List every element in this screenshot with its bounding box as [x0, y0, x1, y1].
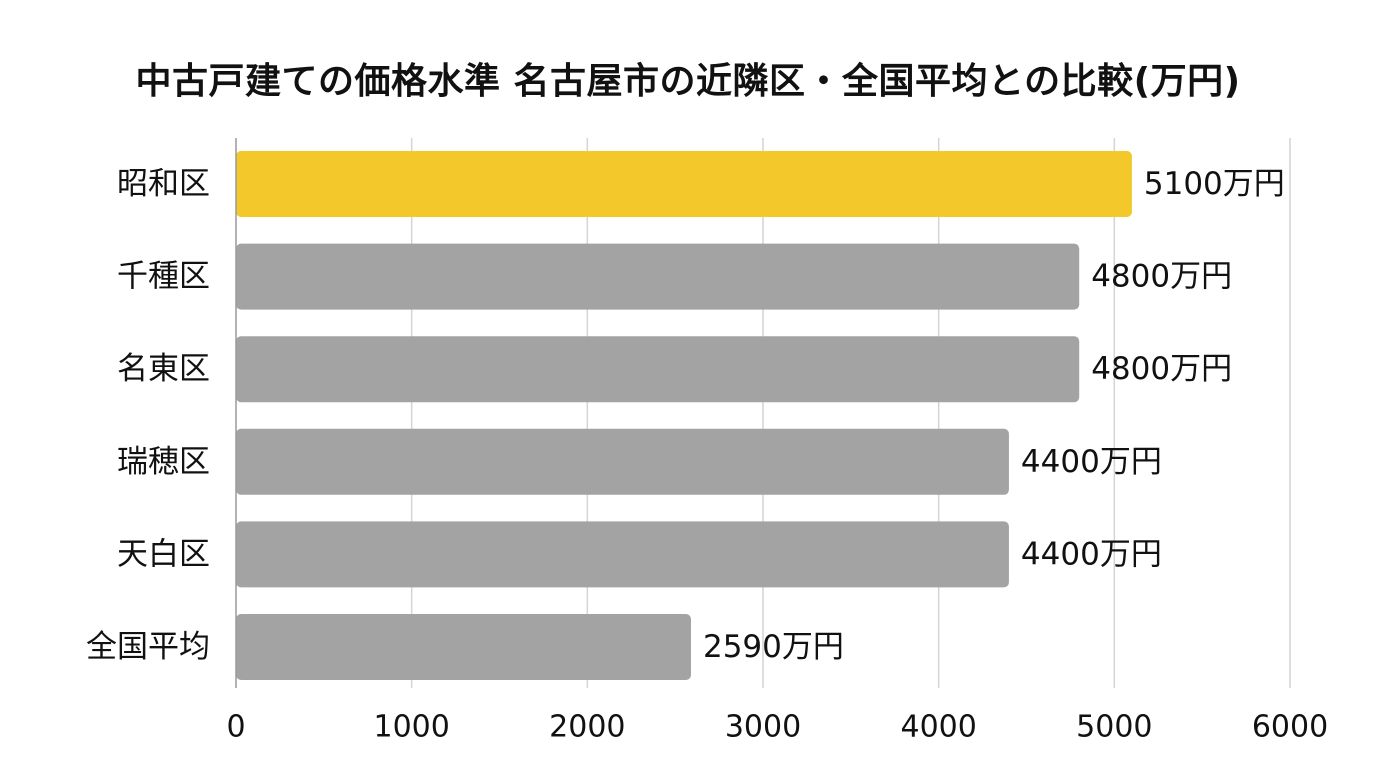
data-label: 4400万円 [1021, 536, 1162, 572]
data-label: 4400万円 [1021, 444, 1162, 480]
bar [236, 336, 1080, 403]
category-label: 昭和区 [117, 166, 210, 202]
data-label: 2590万円 [703, 629, 844, 665]
x-tick-label: 2000 [549, 710, 625, 745]
x-tick-label: 5000 [1076, 710, 1152, 745]
x-tick-label: 6000 [1252, 710, 1328, 745]
x-tick-label: 1000 [373, 710, 449, 745]
category-label: 名東区 [117, 351, 210, 387]
data-label: 4800万円 [1091, 259, 1232, 295]
category-label: 千種区 [117, 259, 210, 295]
x-tick-label: 0 [226, 710, 245, 745]
bar [236, 243, 1080, 310]
bar [236, 614, 691, 680]
category-label: 天白区 [117, 536, 210, 572]
category-label: 全国平均 [86, 629, 210, 665]
x-tick-label: 3000 [725, 710, 801, 745]
category-label: 瑞穂区 [117, 444, 210, 480]
x-tick-label: 4000 [900, 710, 976, 745]
bar [236, 151, 1132, 217]
bar [236, 521, 1009, 588]
data-label: 5100万円 [1144, 166, 1285, 202]
data-label: 4800万円 [1091, 351, 1232, 387]
chart-title: 中古戸建ての価格水準 名古屋市の近隣区・全国平均との比較(万円) [135, 61, 1241, 102]
bar [236, 428, 1009, 495]
